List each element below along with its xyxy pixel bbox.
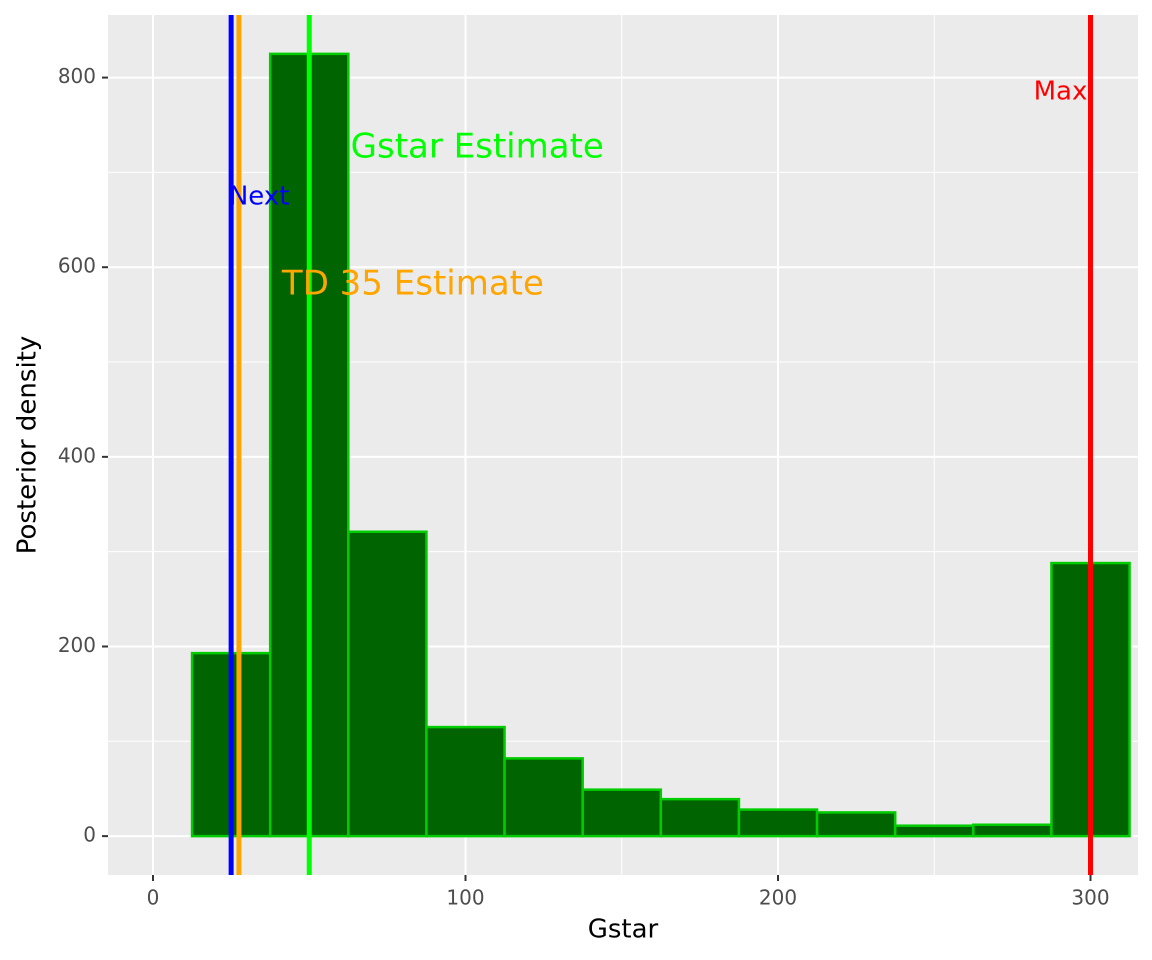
bar — [659, 797, 741, 838]
bar — [972, 823, 1053, 838]
x-tick-label: 0 — [147, 886, 160, 910]
bar — [347, 530, 428, 838]
x-axis-title: Gstar — [588, 915, 659, 945]
reference-label: Max — [1034, 77, 1088, 107]
y-tick-label: 600 — [58, 254, 96, 278]
y-tick-label: 400 — [58, 443, 96, 467]
reference-label: Next — [229, 182, 290, 212]
x-tick-label: 300 — [1071, 886, 1109, 910]
bar — [737, 808, 819, 838]
bar — [503, 757, 584, 838]
reference-label: Gstar Estimate — [351, 127, 604, 167]
y-tick-label: 800 — [58, 64, 96, 88]
bar — [425, 725, 506, 838]
y-tick-label: 200 — [58, 633, 96, 657]
bar — [815, 811, 897, 838]
reference-label: TD 35 Estimate — [281, 264, 544, 304]
y-tick-label: 0 — [83, 823, 96, 847]
x-tick-label: 200 — [759, 886, 797, 910]
y-axis-title: Posterior density — [13, 336, 43, 555]
bar — [893, 824, 975, 838]
x-tick-label: 100 — [446, 886, 484, 910]
bar — [581, 788, 663, 838]
